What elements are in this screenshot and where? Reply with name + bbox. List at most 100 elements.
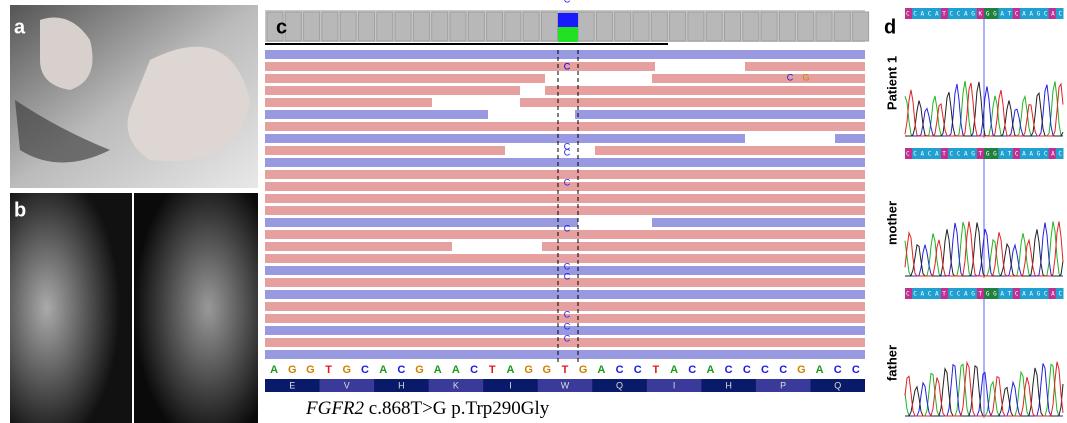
base-strip-cell bbox=[976, 288, 985, 299]
reference-base: G bbox=[415, 364, 424, 376]
base-strip-cell bbox=[912, 288, 920, 299]
base-strip-cell bbox=[933, 8, 942, 19]
base-strip-cell bbox=[969, 8, 978, 19]
xray-right bbox=[134, 193, 258, 423]
coverage-cell bbox=[541, 11, 558, 42]
coverage-cell bbox=[577, 11, 595, 42]
coverage-cell bbox=[778, 11, 796, 42]
base-strip-cell bbox=[933, 288, 942, 299]
coverage-a bbox=[558, 27, 578, 42]
amino-acid: P bbox=[780, 380, 786, 390]
base-strip-cell bbox=[912, 148, 920, 159]
base-strip-cell bbox=[1034, 8, 1042, 19]
coverage-cell bbox=[266, 11, 284, 42]
read bbox=[265, 266, 865, 275]
mismatch-base: C bbox=[564, 223, 571, 233]
read bbox=[265, 98, 865, 107]
base-strip-cell bbox=[1012, 288, 1021, 299]
base-strip-cell bbox=[926, 8, 935, 19]
mismatch-base: C bbox=[564, 261, 571, 271]
base-strip-cell bbox=[1034, 288, 1042, 299]
coverage-cell bbox=[339, 11, 357, 42]
amino-cell bbox=[537, 379, 593, 392]
read bbox=[265, 170, 865, 179]
reference-base: A bbox=[452, 364, 460, 376]
mismatch-base: C bbox=[564, 309, 571, 319]
read bbox=[265, 86, 865, 95]
base-strip-cell bbox=[955, 8, 963, 19]
reference-base: A bbox=[506, 364, 514, 376]
panel-label: c bbox=[276, 16, 287, 38]
base-strip-cell bbox=[1041, 148, 1050, 159]
coverage-cell bbox=[724, 11, 741, 42]
coverage-cell bbox=[669, 11, 687, 42]
panel-label: d bbox=[884, 16, 896, 38]
base-strip-cell bbox=[962, 288, 971, 299]
base-strip-cell bbox=[976, 8, 985, 19]
read bbox=[265, 302, 865, 311]
base-strip-cell bbox=[991, 288, 999, 299]
coverage-cell bbox=[504, 11, 522, 42]
base-strip-cell bbox=[962, 148, 971, 159]
read bbox=[265, 134, 865, 143]
amino-acid: H bbox=[398, 380, 405, 390]
read-gap bbox=[505, 145, 595, 156]
mismatch-base: C bbox=[787, 72, 794, 82]
coverage-cell bbox=[815, 11, 833, 42]
read bbox=[265, 278, 865, 287]
base-strip-cell bbox=[905, 288, 913, 299]
base-strip-cell bbox=[905, 148, 913, 159]
read-gap bbox=[745, 133, 835, 144]
reference-base: A bbox=[706, 364, 714, 376]
mismatch-base: C bbox=[564, 271, 571, 281]
mismatch-base: C bbox=[564, 321, 571, 331]
coverage-cell bbox=[760, 11, 778, 42]
base-strip-cell bbox=[976, 148, 985, 159]
base-strip-cell bbox=[1012, 8, 1021, 19]
base-strip-cell bbox=[1055, 288, 1064, 299]
read bbox=[265, 218, 865, 227]
coverage-cell bbox=[852, 11, 870, 42]
caption: FGFR2 c.868T>G p.Trp290Gly bbox=[305, 398, 550, 419]
base-strip-cell bbox=[1027, 288, 1035, 299]
read-gap bbox=[545, 73, 652, 84]
base-strip-cell bbox=[1055, 8, 1064, 19]
base-strip-cell bbox=[912, 8, 920, 19]
reference-base: A bbox=[597, 364, 605, 376]
base-strip-cell bbox=[998, 288, 1007, 299]
base-strip-cell bbox=[919, 148, 928, 159]
amino-acid: Q bbox=[834, 380, 841, 390]
reference-base: G bbox=[343, 364, 352, 376]
coverage-cell bbox=[284, 11, 302, 42]
read bbox=[265, 338, 865, 347]
trace-label: father bbox=[884, 345, 899, 381]
amino-acid: Q bbox=[616, 380, 623, 390]
amino-acid: I bbox=[673, 380, 676, 390]
reference-base: C bbox=[616, 364, 624, 376]
mismatch-base: C bbox=[564, 61, 571, 71]
base-strip-cell bbox=[1048, 8, 1057, 19]
coverage-cell bbox=[412, 11, 430, 42]
base-strip-cell bbox=[1055, 148, 1064, 159]
base-strip-cell bbox=[940, 8, 949, 19]
base-strip-cell bbox=[1005, 8, 1014, 19]
base-strip-cell bbox=[926, 288, 935, 299]
base-strip-cell bbox=[1048, 148, 1057, 159]
base-strip-cell bbox=[1048, 288, 1057, 299]
amino-acid: V bbox=[344, 380, 350, 390]
reference-base: T bbox=[562, 364, 569, 376]
base-strip-cell bbox=[955, 288, 963, 299]
base-strip-cell bbox=[919, 288, 928, 299]
reference-base: G bbox=[524, 364, 533, 376]
reference-base: T bbox=[489, 364, 496, 376]
coverage-c bbox=[558, 13, 578, 27]
amino-acid: K bbox=[453, 380, 459, 390]
base-strip-cell bbox=[998, 8, 1007, 19]
foot-shape bbox=[40, 17, 93, 90]
reference-base: T bbox=[653, 364, 660, 376]
read-gap bbox=[488, 109, 575, 120]
coverage-cell bbox=[595, 11, 613, 42]
reference-base: G bbox=[797, 364, 806, 376]
reference-base: A bbox=[670, 364, 678, 376]
base-strip-cell bbox=[948, 288, 956, 299]
